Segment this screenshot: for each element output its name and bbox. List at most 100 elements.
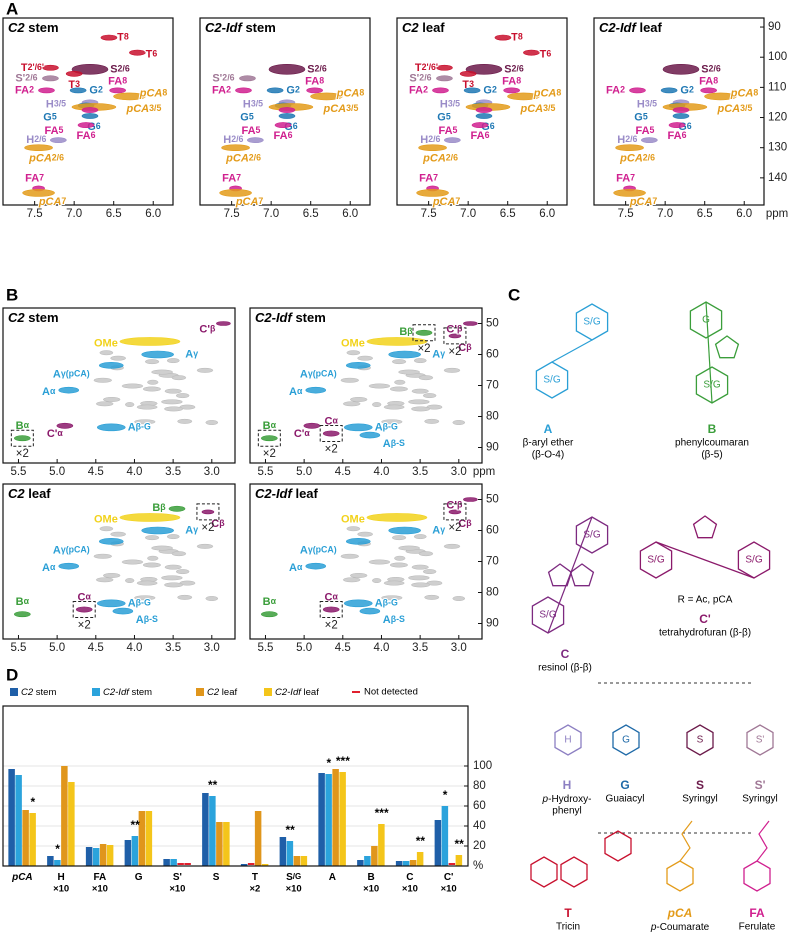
peak-label: C'α	[47, 428, 64, 440]
peak-label: Aβ-S	[383, 614, 405, 626]
magnification-label: ×2	[448, 346, 461, 358]
cross-peak	[141, 350, 174, 359]
cross-peak	[278, 107, 296, 113]
magnified-box	[10, 429, 34, 447]
peak-label: Cβ	[211, 518, 225, 530]
background-signal	[164, 564, 182, 570]
peak-label: Cα	[325, 415, 339, 427]
structure-name: resinol (β-β)	[538, 663, 592, 674]
background-signal	[383, 580, 405, 586]
cross-peak	[672, 107, 690, 113]
peak-label: FA7	[222, 172, 241, 184]
x-tick-label: 7.5	[27, 208, 43, 220]
cross-peak	[129, 49, 146, 56]
magnification-label: ×2	[417, 343, 430, 355]
peak-label: S2/6	[307, 63, 327, 75]
panel-label: B	[6, 285, 18, 304]
background-signal	[125, 578, 135, 584]
cross-peak	[247, 137, 264, 144]
peak-label: Cβ	[458, 342, 472, 354]
peak-label: FA6	[77, 130, 96, 142]
peak-label: FA6	[274, 130, 293, 142]
background-signal	[166, 358, 180, 364]
legend-swatch	[264, 688, 272, 696]
peak-label: C'β	[199, 323, 216, 335]
peak-label: T8	[117, 32, 129, 44]
spectrum-frame	[396, 17, 568, 206]
background-signal	[342, 401, 361, 407]
x-tick-label: 7.0	[263, 208, 279, 220]
magnified-box	[412, 324, 436, 342]
background-signal	[121, 383, 144, 389]
x-tick-label: G	[135, 872, 143, 883]
peak-label: H2/6	[420, 134, 440, 146]
x-tick-label: 4.0	[126, 466, 142, 478]
x-tick-label: 3.5	[165, 466, 181, 478]
background-signal	[340, 553, 360, 559]
peak-label: Aβ-G	[128, 421, 151, 433]
bar	[409, 860, 417, 866]
background-signal	[422, 393, 437, 399]
y-tick-label: 90	[768, 21, 781, 33]
x-tick-label: 6.5	[303, 208, 319, 220]
cross-peak	[266, 87, 284, 94]
cross-peak	[306, 87, 323, 94]
peak-label: pCA8	[533, 87, 562, 99]
background-signal	[93, 553, 113, 559]
x-tick-label: 4.0	[373, 466, 389, 478]
x-tick-label: 4.0	[373, 642, 389, 654]
peak-label: Aβ-G	[128, 597, 151, 609]
bond	[655, 541, 755, 579]
ring	[689, 301, 723, 339]
cross-peak	[503, 87, 520, 94]
peak-label: T6	[146, 49, 158, 61]
peak-label: FA5	[44, 125, 63, 137]
structure-letter: B	[708, 422, 717, 436]
peak-label: H2/6	[223, 134, 243, 146]
bar	[216, 822, 223, 866]
background-signal	[205, 420, 219, 425]
cross-peak	[141, 526, 174, 535]
bar	[339, 772, 346, 866]
bar	[209, 796, 216, 866]
cross-peak	[475, 113, 493, 119]
magnified-box	[72, 601, 96, 619]
x-tick-label: 6.5	[500, 208, 516, 220]
peak-label: H2/6	[617, 134, 637, 146]
background-signal	[175, 569, 190, 575]
spectrum-title: C2 stem	[8, 20, 59, 35]
peak-label: T8	[511, 32, 523, 44]
background-signal	[357, 355, 373, 361]
background-signal	[164, 582, 184, 588]
cross-peak	[345, 362, 371, 369]
background-signal	[110, 355, 126, 361]
bar	[325, 774, 332, 866]
structure-letter: FA	[749, 906, 765, 920]
cross-peak	[310, 92, 343, 101]
x-tick-label: S	[213, 872, 220, 883]
peak-label: Aα	[289, 386, 303, 398]
peak-label: FA7	[419, 172, 438, 184]
cross-peak	[700, 87, 717, 94]
cross-peak	[69, 87, 87, 94]
cross-peak	[415, 329, 433, 336]
cross-peak	[216, 321, 231, 326]
structure-name: phenyl	[552, 806, 581, 817]
background-signal	[121, 559, 144, 565]
background-signal	[205, 596, 219, 601]
spectrum-title: C2-Idf stem	[255, 310, 326, 325]
y-tick-label: 120	[768, 112, 787, 124]
peak-label: T2'/6'	[415, 62, 438, 74]
bar	[318, 773, 325, 866]
x-tick-sublabel: ×10	[53, 884, 69, 895]
peak-label: FA7	[25, 172, 44, 184]
cross-peak	[235, 87, 252, 94]
x-tick-label: 5.5	[10, 642, 26, 654]
background-signal	[164, 406, 184, 412]
peak-label: Aα	[42, 386, 56, 398]
ring-label: H	[564, 735, 571, 746]
y-tick-label: 60	[486, 349, 499, 361]
background-signal	[151, 545, 173, 551]
x-tick-label: 5.0	[49, 642, 65, 654]
background-signal	[93, 377, 113, 383]
